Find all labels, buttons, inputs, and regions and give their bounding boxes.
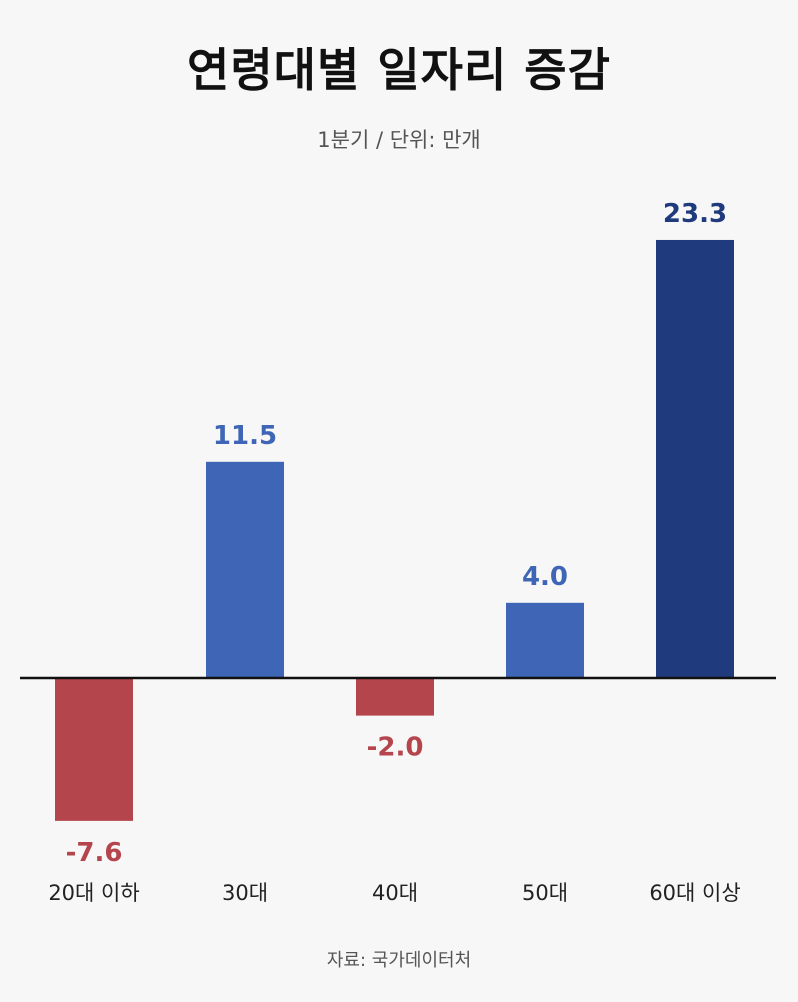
category-label-5: 60대 이상 bbox=[649, 881, 740, 905]
chart-subtitle: 1분기 / 단위: 만개 bbox=[317, 128, 481, 152]
value-label-3: -2.0 bbox=[367, 733, 424, 763]
source-note: 자료: 국가데이터처 bbox=[326, 950, 472, 971]
value-labels-group: -7.6 11.5 -2.0 4.0 23.3 bbox=[66, 199, 728, 868]
bar-4 bbox=[506, 602, 584, 678]
bar-1 bbox=[55, 678, 133, 821]
chart-title: 연령대별 일자리 증감 bbox=[187, 43, 611, 97]
bars-group bbox=[55, 239, 734, 821]
category-label-2: 30대 bbox=[222, 881, 268, 905]
category-label-3: 40대 bbox=[372, 881, 418, 905]
category-label-1: 20대 이하 bbox=[48, 881, 139, 905]
value-label-2: 11.5 bbox=[213, 421, 277, 451]
category-label-4: 50대 bbox=[522, 881, 568, 905]
value-label-4: 4.0 bbox=[522, 562, 568, 592]
bar-5 bbox=[656, 239, 734, 678]
value-label-1: -7.6 bbox=[66, 838, 123, 868]
bar-2 bbox=[206, 461, 284, 678]
value-label-5: 23.3 bbox=[663, 199, 727, 229]
bar-3 bbox=[356, 678, 434, 716]
category-labels-group: 20대 이하 30대 40대 50대 60대 이상 bbox=[48, 881, 740, 905]
